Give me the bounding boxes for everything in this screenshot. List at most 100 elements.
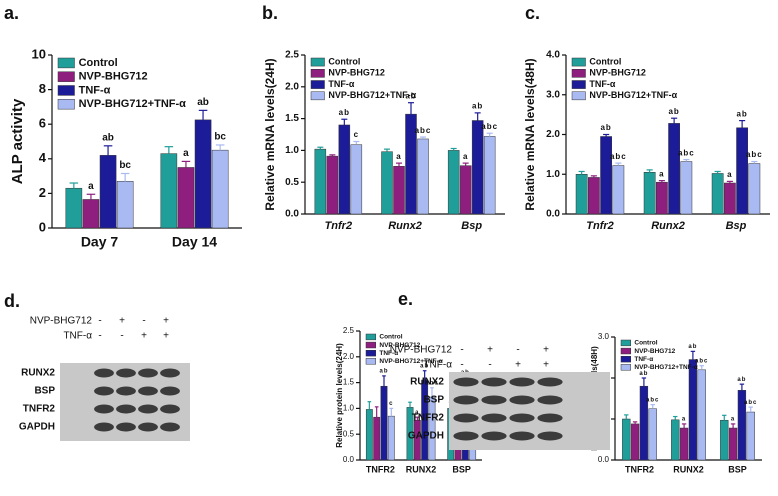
bar xyxy=(736,127,748,215)
y-tick-label: 0.0 xyxy=(598,455,610,464)
error-bar xyxy=(389,407,394,417)
treatment-sign: + xyxy=(543,360,549,371)
legend-swatch xyxy=(57,85,75,96)
y-tick-label: 2 xyxy=(39,185,46,200)
significance-label: abc xyxy=(610,152,627,161)
bar xyxy=(160,153,178,229)
y-tick-label: 4 xyxy=(39,150,47,165)
bar xyxy=(326,155,339,215)
significance-label: bc xyxy=(119,160,131,171)
y-axis-label: Relative protein levels(24H) xyxy=(335,343,344,448)
band xyxy=(481,377,507,387)
band xyxy=(481,395,507,405)
y-tick-label: 10 xyxy=(32,46,46,61)
significance-label: c xyxy=(354,130,359,139)
treatment-sign: - xyxy=(98,316,101,327)
panel-label: a. xyxy=(4,3,19,23)
error-bar xyxy=(641,377,647,387)
y-tick-label: 1.0 xyxy=(285,145,299,156)
treatment-sign: + xyxy=(119,316,125,327)
y-tick-label: 2.0 xyxy=(546,129,560,140)
significance-label: a xyxy=(88,181,94,192)
error-bar xyxy=(646,169,653,173)
legend-swatch xyxy=(57,57,75,69)
bar xyxy=(177,167,195,229)
error-bar xyxy=(69,182,79,189)
band-label: GAPDH xyxy=(408,431,444,442)
error-bar xyxy=(422,370,427,381)
bar xyxy=(350,144,363,215)
x-tick-label: Tnfr2 xyxy=(325,220,353,232)
bar xyxy=(588,177,600,215)
error-bar xyxy=(408,102,414,115)
bar xyxy=(622,418,631,461)
bar xyxy=(643,172,656,215)
significance-label: abc xyxy=(425,381,438,387)
legend-label: TNF-α xyxy=(379,350,398,357)
error-bar xyxy=(578,170,585,175)
treatment-sign: - xyxy=(460,360,463,371)
bar xyxy=(668,123,680,215)
x-tick-label: Bsp xyxy=(461,220,482,232)
error-bar xyxy=(367,401,372,410)
band-label: BSP xyxy=(34,386,55,397)
significance-label: abc xyxy=(744,400,757,406)
error-bar xyxy=(120,172,130,182)
significance-label: c xyxy=(389,401,393,407)
error-bar xyxy=(632,421,638,424)
error-bar xyxy=(86,193,96,200)
legend-label: NVP-BHG712+TNF-α xyxy=(634,364,697,371)
significance-label: a xyxy=(463,152,468,161)
significance-label: a xyxy=(727,170,732,179)
significance-label: a xyxy=(731,417,735,423)
bar xyxy=(471,120,484,215)
error-bar xyxy=(615,162,622,166)
band xyxy=(116,368,136,378)
legend-swatch xyxy=(620,347,631,355)
error-bar xyxy=(384,148,390,152)
error-bar xyxy=(739,383,745,391)
error-bar xyxy=(341,118,348,125)
legend-swatch xyxy=(310,80,325,89)
legend-swatch xyxy=(310,91,325,101)
legend-label: NVP-BHG712 xyxy=(79,71,148,83)
significance-label: ab xyxy=(472,102,483,111)
error-bar xyxy=(690,350,696,360)
band-label: RUNX2 xyxy=(21,368,55,379)
significance-label: ab xyxy=(197,97,209,108)
bar xyxy=(746,411,755,461)
x-tick-label: Day 7 xyxy=(81,234,119,250)
band xyxy=(509,413,535,423)
legend-swatch xyxy=(57,99,75,110)
band-label: TNFR2 xyxy=(23,404,56,415)
legend-label: Control xyxy=(328,56,360,66)
significance-label: a xyxy=(415,410,419,416)
error-bar xyxy=(673,415,678,420)
legend-label: NVP-BHG712+TNF-α xyxy=(589,90,677,100)
treatment-sign: - xyxy=(516,345,519,356)
legend-swatch xyxy=(365,333,376,341)
bar xyxy=(65,187,83,229)
bar xyxy=(314,148,327,215)
error-bar xyxy=(474,112,481,121)
x-tick-label: BSP xyxy=(452,464,471,474)
error-bar xyxy=(450,147,457,151)
error-bar xyxy=(408,401,412,408)
significance-label: abc xyxy=(695,358,708,364)
error-bar xyxy=(751,160,758,164)
bar xyxy=(428,396,436,461)
error-bar xyxy=(730,423,736,429)
y-tick-label: 2.5 xyxy=(343,326,355,335)
treatment-label: TNF-α xyxy=(63,331,92,342)
error-bar xyxy=(353,140,360,145)
treatment-sign: + xyxy=(543,345,549,356)
legend-label: Control xyxy=(79,57,118,69)
significance-label: ab xyxy=(639,371,648,377)
legend-swatch xyxy=(620,364,631,371)
legend-label: NVP-BHG712+TNF-α xyxy=(79,98,187,110)
x-tick-label: TNFR2 xyxy=(625,464,654,474)
y-tick-label: 1.0 xyxy=(343,404,355,413)
y-tick-label: 3.0 xyxy=(598,332,610,341)
error-bar xyxy=(329,154,336,157)
band xyxy=(160,386,180,396)
